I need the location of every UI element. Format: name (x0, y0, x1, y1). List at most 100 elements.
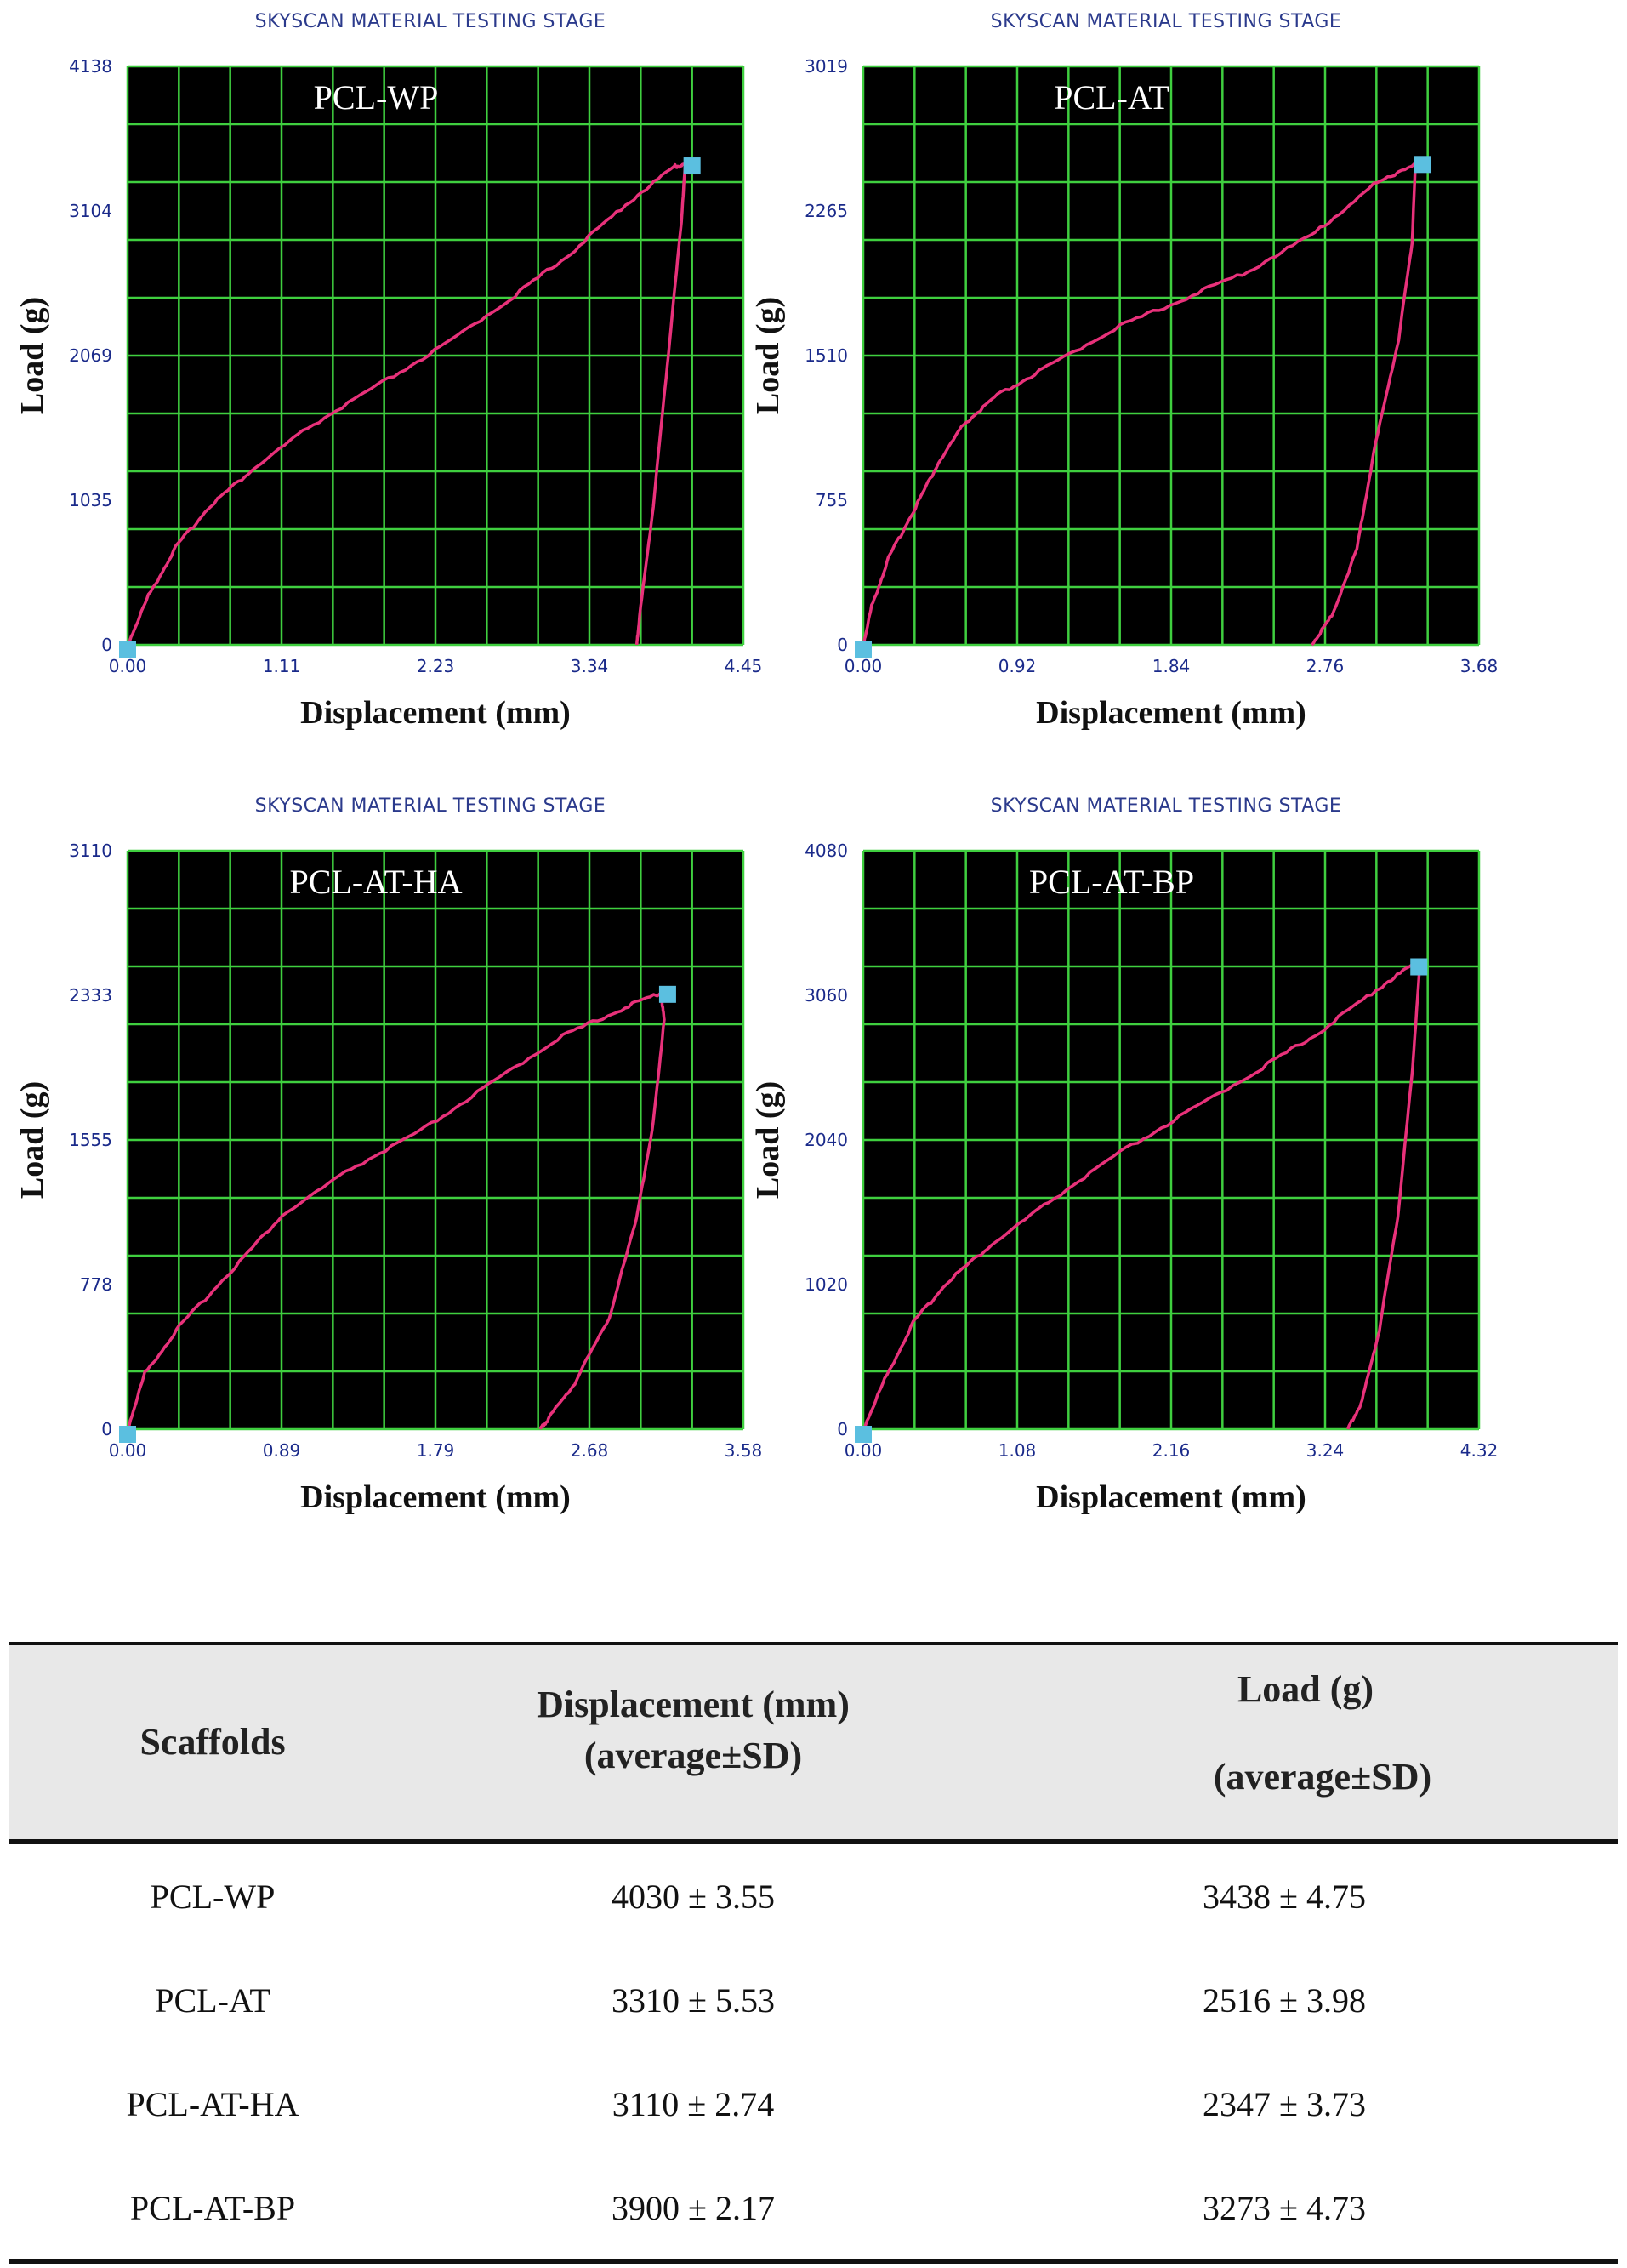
load-curve (126, 991, 666, 1430)
y-axis-label: Load (g) (14, 1081, 50, 1199)
x-tick-label: 1.84 (1152, 656, 1191, 676)
y-tick-label: 4080 (805, 841, 848, 861)
x-axis-label: Displacement (mm) (1036, 1479, 1306, 1515)
table-row: PCL-AT 3310 ± 5.53 2516 ± 3.98 (9, 1948, 1618, 2052)
y-axis-label: Load (g) (750, 297, 786, 414)
y-tick-label: 1035 (69, 490, 112, 510)
chart-svg: SKYSCAN MATERIAL TESTING STAGE 0 1020 2040 3… (750, 795, 1499, 1515)
table-body: PCL-WP 4030 ± 3.55 3438 ± 4.75 PCL-AT 33… (9, 1844, 1618, 2264)
y-axis-label: Load (g) (750, 1081, 786, 1199)
y-axis-label: Load (g) (14, 297, 50, 414)
y-tick-label: 0 (101, 1419, 112, 1439)
header-load-line1: Load (g) (1237, 1668, 1374, 1710)
y-tick-label: 755 (816, 490, 848, 510)
y-tick-label: 3019 (805, 56, 848, 77)
cell-scaffold: PCL-AT-HA (126, 2085, 299, 2123)
x-axis-label: Displacement (mm) (300, 1479, 571, 1515)
y-tick-label: 3060 (805, 985, 848, 1006)
chart-svg: SKYSCAN MATERIAL TESTING STAGE 0 778 1555 23… (14, 795, 763, 1515)
y-tick-label: 2333 (69, 985, 112, 1006)
chart-panel-pcl-at: SKYSCAN MATERIAL TESTING STAGE 0 755 1510 22… (736, 0, 1501, 766)
origin-marker (855, 641, 872, 658)
peak-marker (1414, 156, 1431, 174)
x-tick-label: 0.00 (109, 656, 147, 676)
peak-marker (658, 985, 676, 1003)
x-tick-label: 3.58 (725, 1440, 763, 1461)
table-row: PCL-AT-BP 3900 ± 2.17 3273 ± 4.73 (9, 2156, 1618, 2259)
peak-marker (1410, 958, 1428, 976)
x-tick-label: 3.68 (1460, 656, 1499, 676)
y-tick-label: 2069 (69, 345, 112, 366)
cell-displacement: 3310 ± 5.53 (612, 1981, 775, 2020)
header-scaffolds: Scaffolds (139, 1721, 286, 1763)
load-curve (126, 161, 687, 647)
y-tick-label: 1020 (805, 1274, 848, 1295)
cell-scaffold: PCL-WP (150, 1878, 276, 1916)
load-curve (862, 161, 1417, 647)
x-axis-label: Displacement (mm) (300, 695, 571, 731)
x-tick-label: 4.45 (725, 656, 763, 676)
chart-header: SKYSCAN MATERIAL TESTING STAGE (255, 11, 606, 32)
plot-title: PCL-AT (1054, 78, 1169, 117)
y-tick-label: 1510 (805, 345, 848, 366)
y-tick-label: 4138 (69, 56, 112, 77)
x-tick-label: 3.24 (1306, 1440, 1345, 1461)
x-tick-label: 0.00 (845, 656, 883, 676)
table-row: PCL-WP 4030 ± 3.55 3438 ± 4.75 (9, 1844, 1618, 1948)
results-table: Scaffolds Displacement (mm) (average±SD)… (9, 1642, 1618, 2264)
table-row: PCL-AT-HA 3110 ± 2.74 2347 ± 3.73 (9, 2052, 1618, 2156)
plot-title: PCL-WP (314, 78, 439, 117)
header-displacement-line1: Displacement (mm) (537, 1684, 850, 1725)
chart-header: SKYSCAN MATERIAL TESTING STAGE (255, 795, 606, 817)
origin-marker (119, 641, 136, 658)
table-header: Scaffolds Displacement (mm) (average±SD)… (9, 1642, 1618, 1844)
x-tick-label: 0.00 (109, 1440, 147, 1461)
y-tick-label: 0 (837, 635, 848, 655)
x-tick-label: 0.00 (845, 1440, 883, 1461)
y-tick-label: 0 (837, 1419, 848, 1439)
x-tick-label: 0.89 (263, 1440, 301, 1461)
cell-load: 3273 ± 4.73 (1203, 2189, 1366, 2227)
origin-marker (855, 1426, 872, 1443)
cell-scaffold: PCL-AT-BP (129, 2189, 296, 2227)
plot-title: PCL-AT-HA (290, 863, 463, 901)
x-tick-label: 2.16 (1152, 1440, 1191, 1461)
plot-title: PCL-AT-BP (1029, 863, 1194, 901)
chart-svg: SKYSCAN MATERIAL TESTING STAGE 0 755 1510 22… (750, 11, 1499, 731)
y-tick-label: 3104 (69, 201, 112, 221)
y-tick-label: 0 (101, 635, 112, 655)
cell-displacement: 3110 ± 2.74 (612, 2085, 775, 2123)
peak-marker (683, 157, 701, 175)
y-tick-label: 1555 (69, 1130, 112, 1150)
cell-displacement: 3900 ± 2.17 (612, 2189, 775, 2227)
x-tick-label: 1.08 (998, 1440, 1037, 1461)
header-displacement-line2: (average±SD) (583, 1735, 803, 1776)
chart-header: SKYSCAN MATERIAL TESTING STAGE (991, 11, 1342, 32)
y-tick-label: 2040 (805, 1130, 848, 1150)
origin-marker (119, 1426, 136, 1443)
x-tick-label: 2.68 (571, 1440, 609, 1461)
cell-load: 3438 ± 4.75 (1203, 1878, 1366, 1916)
x-tick-label: 1.79 (417, 1440, 455, 1461)
load-curve (862, 962, 1421, 1431)
x-axis-label: Displacement (mm) (1036, 695, 1306, 731)
y-tick-label: 3110 (69, 841, 112, 861)
cell-load: 2347 ± 3.73 (1203, 2085, 1366, 2123)
chart-panel-pcl-at-ha: SKYSCAN MATERIAL TESTING STAGE 0 778 1555 23… (0, 784, 765, 1550)
x-tick-label: 0.92 (998, 656, 1037, 676)
cell-scaffold: PCL-AT (155, 1981, 270, 2020)
x-tick-label: 2.23 (417, 656, 455, 676)
x-tick-label: 4.32 (1460, 1440, 1499, 1461)
x-tick-label: 2.76 (1306, 656, 1345, 676)
x-tick-label: 3.34 (571, 656, 609, 676)
cell-displacement: 4030 ± 3.55 (612, 1878, 775, 1916)
y-tick-label: 778 (80, 1274, 112, 1295)
x-tick-label: 1.11 (263, 656, 301, 676)
cell-load: 2516 ± 3.98 (1203, 1981, 1366, 2020)
chart-panel-pcl-at-bp: SKYSCAN MATERIAL TESTING STAGE 0 1020 2040 3… (736, 784, 1501, 1550)
y-tick-label: 2265 (805, 201, 848, 221)
chart-panel-pcl-wp: SKYSCAN MATERIAL TESTING STAGE 0 1035 2069 3… (0, 0, 765, 766)
header-load-line2: (average±SD) (1213, 1756, 1432, 1798)
chart-svg: SKYSCAN MATERIAL TESTING STAGE 0 1035 2069 3… (14, 11, 763, 731)
chart-header: SKYSCAN MATERIAL TESTING STAGE (991, 795, 1342, 817)
